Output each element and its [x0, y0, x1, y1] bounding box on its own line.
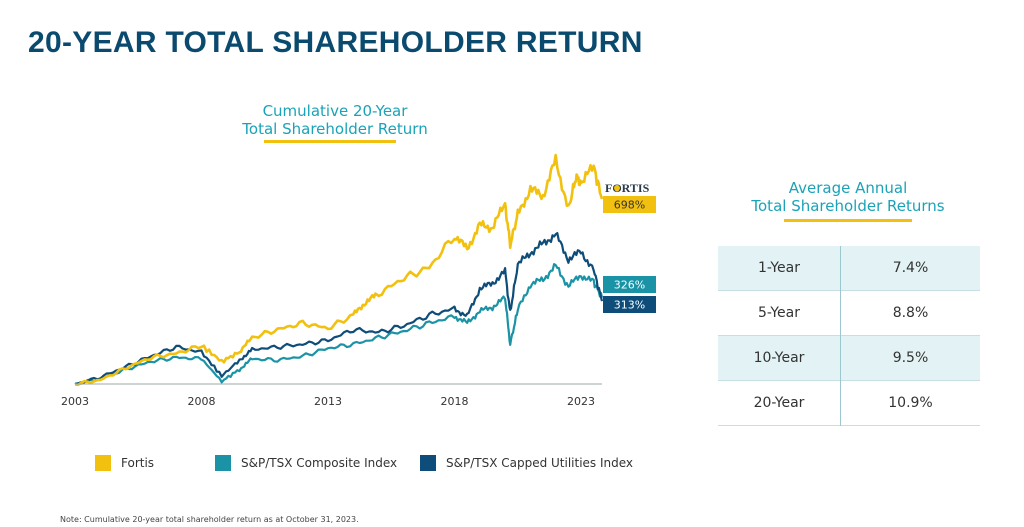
- end-label-box-fortis: [603, 196, 656, 213]
- table-title-underline: [784, 219, 912, 222]
- footnote: Note: Cumulative 20-year total sharehold…: [60, 515, 359, 524]
- table-row: 5-Year 8.8%: [718, 290, 980, 336]
- table-row: 10-Year 9.5%: [718, 335, 980, 381]
- x-tick-label: 2023: [567, 395, 595, 408]
- x-tick-label: 2013: [314, 395, 342, 408]
- chart-title-underline: [264, 140, 396, 143]
- series-line-fortis: [74, 153, 604, 387]
- legend-swatch-utilities: [420, 455, 436, 471]
- table-title: Average Annual Total Shareholder Returns: [718, 179, 978, 215]
- legend-item-fortis: Fortis: [95, 455, 215, 471]
- end-label-fortis: 698%: [614, 199, 645, 212]
- x-tick-label: 2018: [441, 395, 469, 408]
- logo-text: FORTIS: [605, 181, 650, 195]
- chart-title: Cumulative 20-Year Total Shareholder Ret…: [210, 102, 460, 138]
- value-cell: 10.9%: [888, 395, 933, 411]
- end-label-utilities: 313%: [614, 299, 645, 312]
- fortis-logo: FORTIS: [605, 181, 650, 195]
- series-layer: [74, 153, 604, 387]
- legend-swatch-composite: [215, 455, 231, 471]
- series-line-composite: [74, 263, 604, 385]
- end-value-labels: 698% 326% 313%: [603, 196, 656, 313]
- page-title: 20-YEAR TOTAL SHAREHOLDER RETURN: [28, 26, 643, 59]
- chart-title-line2: Total Shareholder Return: [242, 120, 428, 138]
- series-line-utilities: [74, 232, 604, 386]
- x-tick-labels: 2003 2008 2013 2018 2023: [61, 395, 595, 408]
- average-returns-table: 1-Year 7.4% 5-Year 8.8% 10-Year 9.5% 20-…: [718, 246, 980, 426]
- chart-title-line1: Cumulative 20-Year: [262, 102, 408, 120]
- value-cell: 7.4%: [840, 246, 980, 291]
- x-tick-label: 2003: [61, 395, 89, 408]
- legend-item-utilities: S&P/TSX Capped Utilities Index: [420, 455, 633, 471]
- legend-swatch-fortis: [95, 455, 111, 471]
- table-row: 1-Year 7.4%: [718, 246, 980, 291]
- x-tick-label: 2008: [188, 395, 216, 408]
- value-cell: 9.5%: [840, 335, 980, 381]
- end-label-box-utilities: [603, 296, 656, 313]
- period-cell: 1-Year: [718, 246, 841, 291]
- legend-label-composite: S&P/TSX Composite Index: [241, 456, 398, 470]
- logo-dot-icon: [614, 185, 620, 191]
- legend-label-utilities: S&P/TSX Capped Utilities Index: [446, 456, 634, 470]
- end-label-box-composite: [603, 276, 656, 293]
- value-cell: 8.8%: [892, 305, 929, 321]
- end-label-composite: 326%: [614, 279, 645, 292]
- legend-item-composite: S&P/TSX Composite Index: [215, 455, 420, 471]
- chart-legend: Fortis S&P/TSX Composite Index S&P/TSX C…: [95, 455, 633, 471]
- period-cell: 10-Year: [718, 335, 841, 381]
- period-cell: 20-Year: [718, 380, 841, 426]
- table-title-line2: Total Shareholder Returns: [751, 197, 945, 215]
- legend-label-fortis: Fortis: [121, 456, 155, 470]
- period-cell: 5-Year: [718, 290, 841, 336]
- table-row: 20-Year 10.9%: [718, 380, 980, 426]
- table-title-line1: Average Annual: [788, 179, 908, 197]
